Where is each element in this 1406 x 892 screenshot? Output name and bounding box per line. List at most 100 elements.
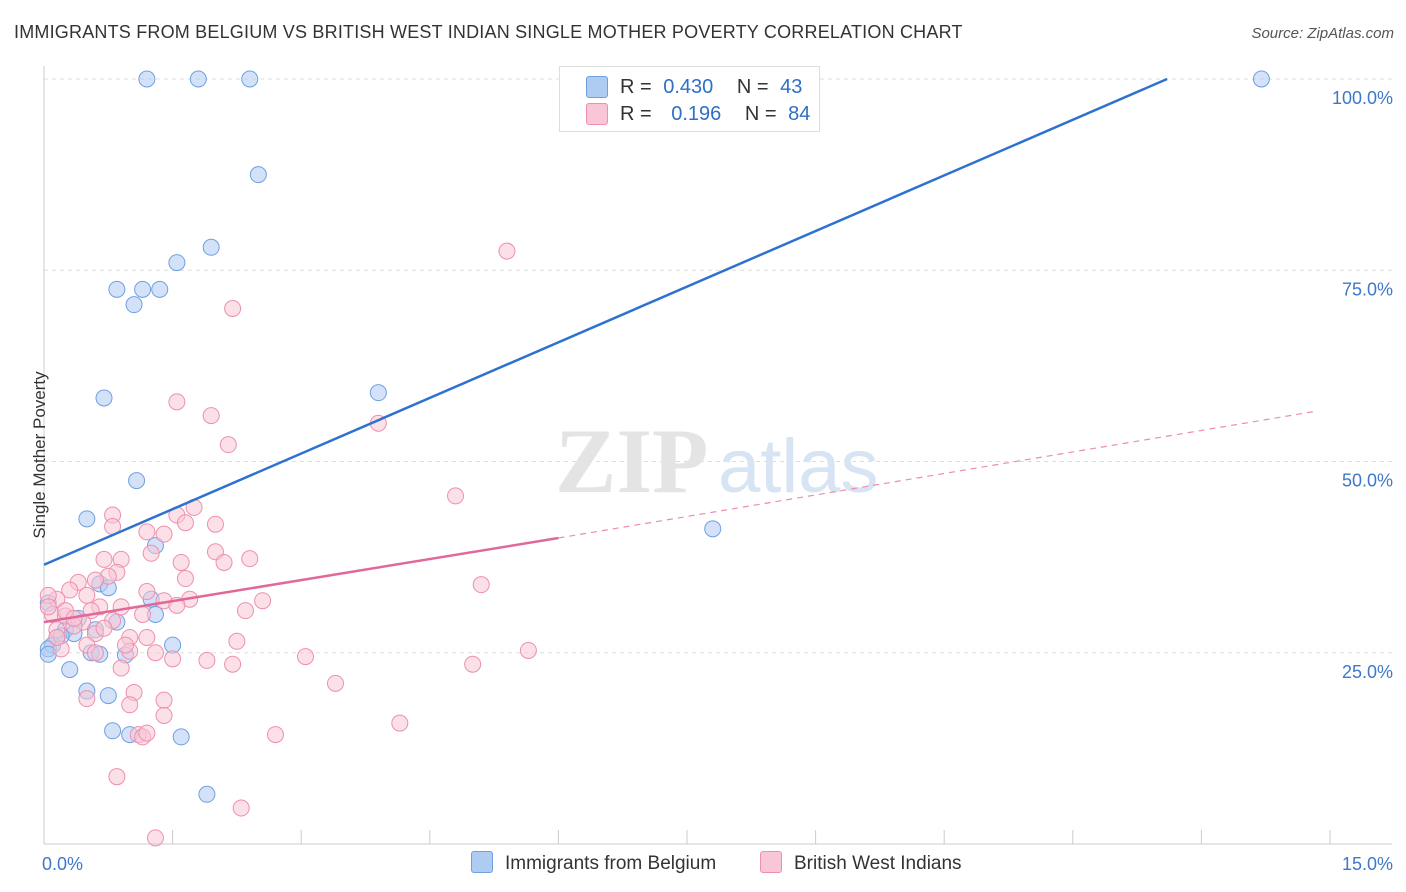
point-belgium [369, 384, 387, 402]
point-bwi [138, 523, 156, 541]
point-bwi [241, 550, 259, 568]
point-bwi [176, 514, 194, 532]
point-bwi [112, 659, 130, 677]
legend-n-value: 84 [788, 103, 811, 125]
point-bwi [224, 300, 242, 317]
y-tick-label: 25.0% [1342, 662, 1393, 682]
legend-swatch-belgium [586, 76, 608, 98]
point-bwi [198, 651, 216, 669]
point-bwi [519, 641, 537, 659]
point-belgium [125, 296, 143, 314]
point-bwi [108, 768, 126, 786]
data-points [39, 70, 1270, 847]
point-belgium [104, 722, 122, 740]
point-bwi [464, 655, 482, 673]
point-bwi [498, 242, 516, 260]
point-belgium [249, 166, 267, 184]
legend-r-value: 0.430 [663, 76, 714, 98]
point-bwi [146, 644, 164, 662]
watermark-zip: ZIP [555, 410, 708, 512]
point-bwi [155, 525, 173, 543]
x-tick-label: 15.0% [1342, 854, 1393, 874]
point-bwi [206, 515, 224, 533]
source-label: Source: ZipAtlas.com [1251, 25, 1394, 42]
point-bwi [61, 581, 79, 599]
legend-r-label: R = [620, 76, 652, 98]
point-bwi [86, 571, 104, 589]
legend-n-label: N = [736, 76, 769, 98]
point-belgium [78, 510, 96, 528]
x-tick-label: 0.0% [42, 854, 83, 874]
point-belgium [704, 520, 722, 538]
point-bwi [168, 393, 186, 411]
legend-n-value: 43 [780, 76, 803, 98]
point-belgium [172, 728, 190, 746]
point-belgium [198, 785, 216, 803]
point-bwi [172, 553, 190, 571]
point-bwi [254, 592, 272, 610]
point-bwi [142, 544, 160, 562]
point-bwi [391, 714, 409, 732]
point-bwi [116, 636, 134, 654]
point-bwi [224, 655, 242, 673]
bottom-legend-label-belgium: Immigrants from Belgium [505, 853, 717, 874]
bottom-legend-label-bwi: British West Indians [794, 853, 962, 874]
point-bwi [138, 628, 156, 646]
bottom-legend-bwi: British West Indians [760, 851, 962, 875]
correlation-legend: R = 0.430 N = 43 R = 0.196 N = 84 [559, 66, 820, 132]
point-bwi [228, 632, 246, 650]
point-bwi [146, 829, 164, 847]
chart-title: IMMIGRANTS FROM BELGIUM VS BRITISH WEST … [14, 22, 963, 42]
point-bwi [95, 550, 113, 568]
point-bwi [447, 487, 465, 505]
grid-lines [44, 78, 1392, 654]
point-belgium [168, 254, 186, 272]
y-tick-label: 50.0% [1342, 471, 1393, 491]
point-belgium [99, 687, 117, 705]
point-bwi [155, 706, 173, 724]
point-bwi [95, 619, 113, 637]
point-bwi [121, 696, 139, 714]
point-belgium [241, 70, 259, 88]
point-bwi [202, 407, 220, 425]
point-bwi [472, 576, 490, 594]
axes [43, 66, 1392, 845]
bottom-legend-swatch-belgium [471, 851, 493, 873]
point-bwi [48, 628, 66, 646]
point-bwi [78, 586, 96, 604]
point-belgium [138, 70, 156, 88]
point-bwi [78, 690, 96, 708]
point-belgium [134, 280, 152, 298]
watermark-atlas: atlas [718, 424, 879, 509]
trend-line-bwi [43, 536, 559, 624]
point-belgium [108, 280, 126, 298]
point-bwi [164, 650, 182, 668]
legend-swatch-bwi [586, 103, 608, 125]
point-bwi [326, 674, 344, 692]
point-bwi [176, 570, 194, 588]
y-tick-label: 75.0% [1342, 279, 1393, 299]
point-belgium [151, 280, 169, 298]
legend-r-value: 0.196 [671, 103, 722, 125]
point-bwi [296, 648, 314, 666]
point-bwi [86, 644, 104, 662]
point-belgium [61, 661, 79, 679]
y-axis-label: Single Mother Poverty [30, 371, 49, 539]
legend-r-label: R = [620, 103, 652, 125]
point-bwi [236, 602, 254, 620]
point-bwi [215, 553, 233, 571]
y-tick-label: 100.0% [1332, 88, 1393, 108]
point-belgium [189, 70, 207, 88]
legend-n-label: N = [744, 103, 777, 125]
point-bwi [138, 583, 156, 601]
point-bwi [155, 691, 173, 709]
point-bwi [39, 598, 57, 616]
point-belgium [128, 472, 146, 490]
trend-lines [43, 77, 1313, 624]
point-bwi [112, 598, 130, 616]
point-bwi [134, 606, 152, 623]
bottom-legend-swatch-bwi [760, 851, 782, 873]
trend-line-belgium [43, 77, 1168, 566]
point-bwi [232, 799, 250, 817]
